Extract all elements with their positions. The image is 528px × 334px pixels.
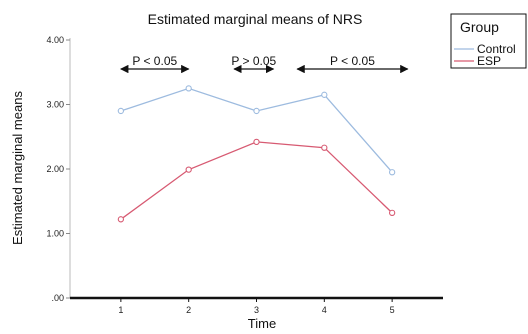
annotation-label: P < 0.05 [132,54,177,68]
data-point-control [321,91,328,98]
legend-box [450,13,527,69]
axes: .00 1.00 2.00 3.00 4.00 1 2 3 4 5 [46,35,443,315]
data-point-esp [185,166,192,173]
annotations: P < 0.05 P > 0.05 P < 0.05 [120,54,409,74]
y-tick-label: 1.00 [46,229,64,239]
data-point-control [253,107,260,115]
legend-label-control: Control [477,42,516,56]
annotation-label: P > 0.05 [231,54,276,68]
x-tick-label: 4 [322,305,327,315]
x-tick-label: 1 [118,305,123,315]
series-group [117,85,396,223]
chart-title: Estimated marginal means of NRS [148,11,363,27]
series-line-control [120,87,393,173]
legend-label-esp: ESP [477,54,501,68]
data-point-esp [388,209,396,217]
y-tick-label: 2.00 [46,164,64,174]
y-tick-label: 4.00 [46,35,64,45]
y-tick-label: .00 [51,293,64,303]
annotation-label: P < 0.05 [330,54,375,68]
y-axis-title: Estimated marginal means [10,91,25,245]
legend-title: Group [460,19,499,35]
data-point-control [185,85,192,92]
legend: Group Control ESP [450,13,527,69]
x-axis-title: Time [248,316,276,331]
series-line-esp [120,141,393,220]
data-point-esp [253,138,260,146]
data-point-control [117,107,125,115]
x-tick-label: 3 [254,305,259,315]
y-tick-label: 3.00 [46,100,64,110]
data-point-esp [321,144,328,151]
x-tick-label: 5 [390,305,395,315]
x-tick-label: 2 [186,305,191,315]
data-point-control [388,169,396,176]
data-point-esp [117,216,125,223]
